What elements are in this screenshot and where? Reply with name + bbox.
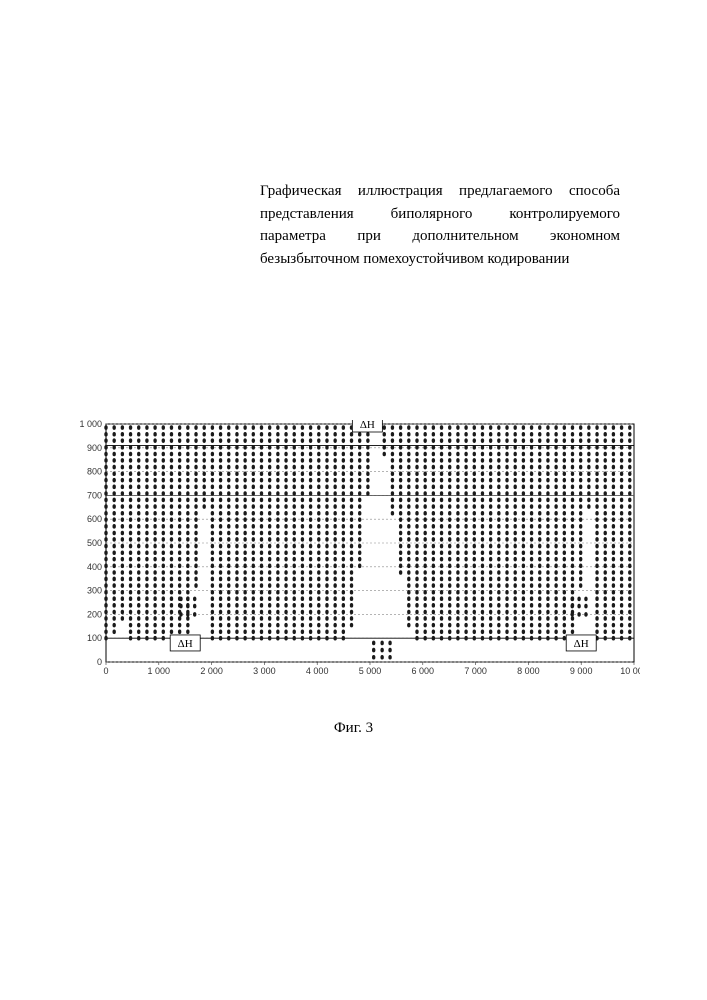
svg-text:9 000: 9 000 [570,666,593,676]
figure-number: Фиг. 3 [0,720,707,737]
svg-text:5 000: 5 000 [359,666,382,676]
figure-caption: Графическая иллюстрация предлагаемого сп… [260,180,620,270]
svg-text:ΔН: ΔН [574,638,589,650]
svg-text:800: 800 [87,467,102,477]
svg-text:8 000: 8 000 [517,666,540,676]
svg-text:200: 200 [87,609,102,619]
svg-text:ΔН: ΔН [178,638,193,650]
svg-text:3 000: 3 000 [253,666,276,676]
svg-text:4 000: 4 000 [306,666,329,676]
figure: 0 100 200 300 400 500 600 700 800 900 1 000 0 1 000 2… [70,420,640,700]
svg-text:6 000: 6 000 [412,666,435,676]
svg-text:1 000: 1 000 [148,666,171,676]
scatter-chart: 0 100 200 300 400 500 600 700 800 900 1 000 0 1 000 2… [70,420,640,700]
svg-text:2 000: 2 000 [200,666,223,676]
svg-text:300: 300 [87,586,102,596]
svg-text:700: 700 [87,490,102,500]
svg-text:900: 900 [87,443,102,453]
svg-text:500: 500 [87,538,102,548]
svg-text:1 000: 1 000 [79,420,102,429]
svg-text:400: 400 [87,562,102,572]
svg-text:0: 0 [97,657,102,667]
svg-text:100: 100 [87,633,102,643]
svg-text:7 000: 7 000 [464,666,487,676]
page: Графическая иллюстрация предлагаемого сп… [0,0,707,1000]
svg-text:0: 0 [103,666,108,676]
svg-text:ΔН: ΔН [360,420,375,431]
svg-text:10 000: 10 000 [620,666,640,676]
svg-text:600: 600 [87,514,102,524]
